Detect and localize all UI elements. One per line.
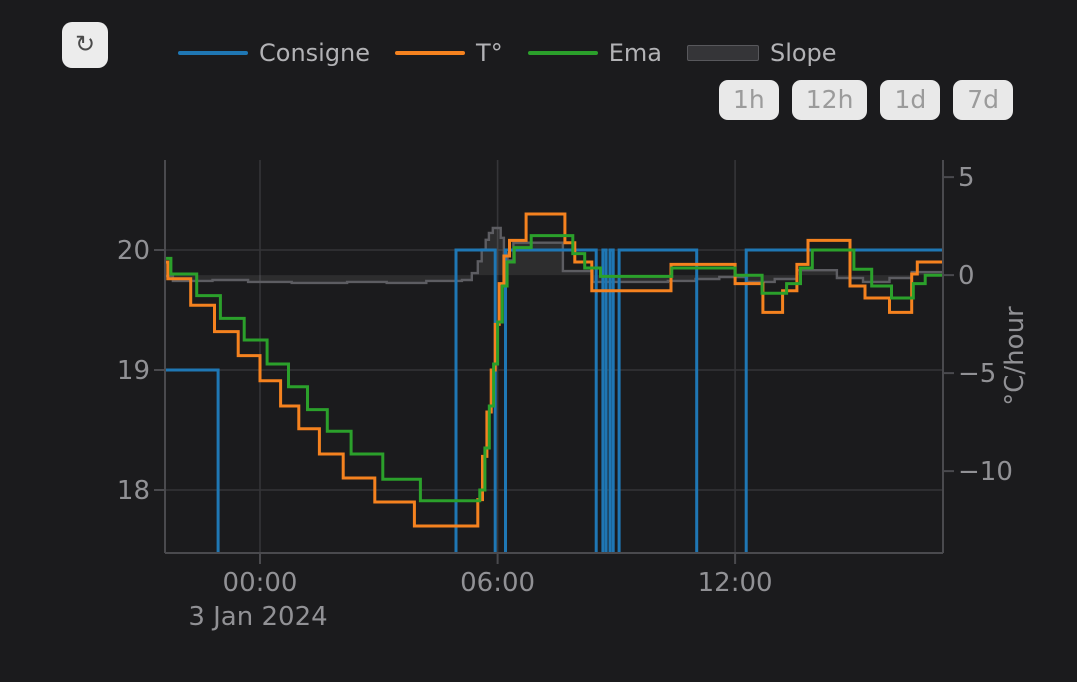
legend-item-ema[interactable]: Ema — [527, 39, 662, 68]
y-left-tick-label: 18 — [117, 476, 150, 506]
legend-item-slope[interactable]: Slope — [686, 39, 837, 68]
legend-item-consigne[interactable]: Consigne — [178, 39, 370, 68]
legend-label-temperature: T° — [476, 39, 503, 67]
axis-labels: 20 19 18 5 0 −5 −10 00:00 06:00 12:00 3 Jan 2024 °C… — [117, 163, 1030, 632]
y-left-tick-label: 20 — [117, 236, 150, 266]
series-line-1 — [165, 212, 943, 528]
series-line-2 — [165, 234, 943, 503]
x-axis-date-label: 3 Jan 2024 — [188, 602, 327, 632]
series-slope-line — [165, 226, 943, 285]
x-tick-label: 00:00 — [223, 568, 298, 598]
y-left-tick-label: 19 — [117, 356, 150, 386]
series-slope-area — [165, 228, 943, 283]
range-1d-button[interactable]: 1d — [880, 80, 941, 120]
range-button-group: 1h 12h 1d 7d — [719, 80, 1013, 120]
y-right-tick-label: 0 — [958, 261, 975, 291]
slope-area-swatch — [686, 45, 759, 62]
y-right-tick-label: −10 — [958, 457, 1013, 487]
refresh-icon: ↻ — [74, 31, 96, 58]
x-tick-label: 06:00 — [460, 568, 535, 598]
temperature-line-swatch — [395, 51, 466, 56]
chart-legend: Consigne T° Ema Slope — [178, 39, 862, 68]
axes — [154, 160, 954, 564]
legend-label-consigne: Consigne — [259, 39, 371, 67]
consigne-line-swatch — [178, 51, 248, 56]
range-12h-button[interactable]: 12h — [791, 80, 868, 120]
x-tick-label: 12:00 — [698, 568, 773, 598]
ema-line-swatch — [527, 51, 598, 56]
range-1h-button[interactable]: 1h — [719, 80, 779, 120]
legend-label-ema: Ema — [608, 39, 662, 67]
refresh-button[interactable]: ↻ — [62, 22, 108, 68]
range-7d-button[interactable]: 7d — [953, 80, 1013, 120]
series-line-0 — [165, 248, 943, 553]
y-right-tick-label: −5 — [958, 359, 996, 389]
gridlines — [165, 160, 943, 553]
y-right-tick-label: 5 — [958, 163, 975, 193]
legend-item-temperature[interactable]: T° — [395, 39, 503, 68]
y-right-axis-title: °C/hour — [1000, 306, 1030, 406]
legend-label-slope: Slope — [769, 39, 837, 67]
